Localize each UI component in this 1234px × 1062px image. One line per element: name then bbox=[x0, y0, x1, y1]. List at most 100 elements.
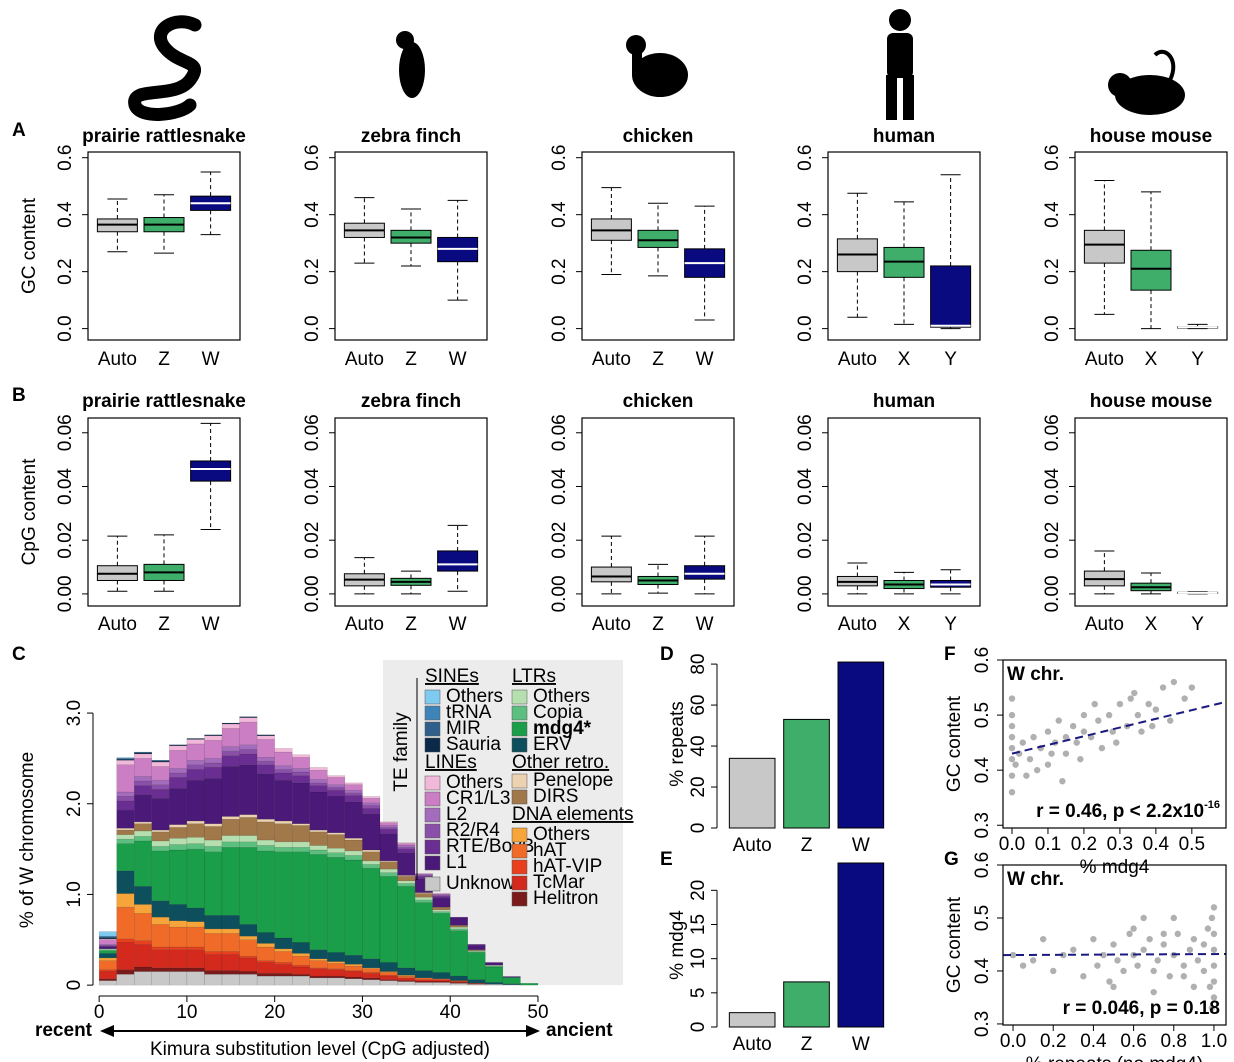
box bbox=[591, 567, 631, 582]
bar-segment bbox=[204, 933, 222, 951]
x-tick-label: 1.0 bbox=[1201, 1031, 1227, 1052]
bar-segment bbox=[310, 830, 328, 832]
point bbox=[1045, 728, 1051, 734]
bar-segment bbox=[275, 949, 293, 952]
bar-segment bbox=[117, 844, 135, 871]
legend-label: Helitron bbox=[533, 888, 598, 909]
bar-segment bbox=[240, 745, 258, 750]
bar-segment bbox=[292, 974, 310, 976]
bar-segment bbox=[345, 855, 363, 860]
point bbox=[1020, 739, 1026, 745]
bar-segment bbox=[292, 842, 310, 847]
bar-segment bbox=[187, 837, 205, 843]
bar-segment bbox=[134, 836, 152, 841]
point bbox=[1110, 941, 1116, 947]
human-head bbox=[889, 9, 911, 31]
y-tick-label: 0.4 bbox=[1042, 201, 1063, 228]
bar-segment bbox=[152, 832, 170, 841]
bar-segment bbox=[134, 752, 152, 753]
point bbox=[1045, 761, 1051, 767]
point bbox=[1150, 968, 1156, 974]
bar-segment bbox=[327, 790, 345, 796]
bar-segment bbox=[204, 824, 222, 827]
legend-swatch bbox=[512, 860, 527, 874]
bar-segment bbox=[310, 783, 328, 786]
point bbox=[1009, 756, 1015, 762]
point bbox=[1009, 745, 1015, 751]
bar-segment bbox=[117, 760, 135, 765]
legend-group-title: DNA elements bbox=[512, 804, 633, 825]
box bbox=[931, 266, 971, 327]
bar-segment bbox=[187, 738, 205, 739]
point bbox=[1171, 679, 1177, 685]
x-tick-label: Z bbox=[405, 349, 417, 370]
bar-segment bbox=[187, 947, 205, 950]
bar-segment bbox=[292, 776, 310, 783]
bar-segment bbox=[450, 917, 468, 918]
legend-swatch bbox=[425, 856, 440, 870]
bar-segment bbox=[134, 972, 152, 986]
x-tick-label: 0.1 bbox=[1035, 834, 1061, 855]
x-tick-label: Auto bbox=[592, 614, 631, 635]
y-tick-label: 0 bbox=[688, 1022, 709, 1033]
legend-swatch bbox=[512, 722, 527, 736]
panel-title: human bbox=[873, 391, 935, 412]
bar-segment bbox=[345, 838, 363, 840]
point bbox=[1070, 947, 1076, 953]
annotation: r = 0.046, p = 0.18 bbox=[1063, 998, 1220, 1019]
bar-segment bbox=[327, 857, 345, 952]
x-tick-label: Auto bbox=[1085, 349, 1124, 370]
bar-segment bbox=[292, 783, 310, 824]
bar-segment bbox=[345, 966, 363, 971]
y-tick-label: 0.6 bbox=[1042, 144, 1063, 170]
bar-segment bbox=[222, 954, 240, 970]
y-tick-label: 40 bbox=[688, 735, 709, 756]
bar-segment bbox=[415, 978, 433, 980]
bar-segment bbox=[240, 717, 258, 718]
bar-segment bbox=[169, 845, 187, 850]
bar-segment bbox=[152, 901, 170, 917]
bar-segment bbox=[362, 798, 380, 803]
point bbox=[1211, 947, 1217, 953]
bar-segment bbox=[257, 822, 275, 840]
point bbox=[1146, 936, 1152, 942]
bar-segment bbox=[433, 907, 451, 910]
point bbox=[1027, 756, 1033, 762]
bar-segment bbox=[152, 760, 170, 761]
bar-segment bbox=[327, 787, 345, 790]
bar-segment bbox=[327, 962, 345, 964]
point bbox=[1030, 734, 1036, 740]
bar-segment bbox=[240, 847, 258, 924]
bar-segment bbox=[362, 850, 380, 852]
point bbox=[1154, 957, 1160, 963]
bar-segment bbox=[275, 938, 293, 949]
bar bbox=[784, 982, 830, 1027]
bar-segment bbox=[310, 779, 328, 783]
bar-segment bbox=[169, 777, 187, 788]
y-tick-label: 0.3 bbox=[972, 1011, 993, 1037]
bar-segment bbox=[310, 978, 328, 985]
bar-segment bbox=[134, 824, 152, 831]
bar-segment bbox=[398, 853, 416, 876]
bar-segment bbox=[345, 796, 363, 802]
bar-segment bbox=[240, 842, 258, 847]
bar-segment bbox=[240, 940, 258, 956]
bar-segment bbox=[292, 755, 310, 758]
bar-segment bbox=[204, 852, 222, 915]
bar-segment bbox=[117, 828, 135, 830]
point bbox=[1207, 984, 1213, 990]
bar-segment bbox=[415, 982, 433, 985]
bar-segment bbox=[345, 785, 363, 790]
bar-segment bbox=[310, 792, 328, 830]
y-tick-label: 0.6 bbox=[795, 144, 816, 170]
x-tick-label: 0.4 bbox=[1143, 834, 1170, 855]
bar-segment bbox=[117, 765, 135, 792]
bar-segment bbox=[169, 746, 187, 751]
bar-segment bbox=[380, 876, 398, 962]
x-tick-label: Auto bbox=[592, 349, 631, 370]
bar-segment bbox=[275, 780, 293, 821]
bar-segment bbox=[99, 972, 117, 979]
y-tick-label: 20 bbox=[688, 880, 709, 901]
bar-segment bbox=[362, 796, 380, 798]
bar-segment bbox=[380, 976, 398, 980]
